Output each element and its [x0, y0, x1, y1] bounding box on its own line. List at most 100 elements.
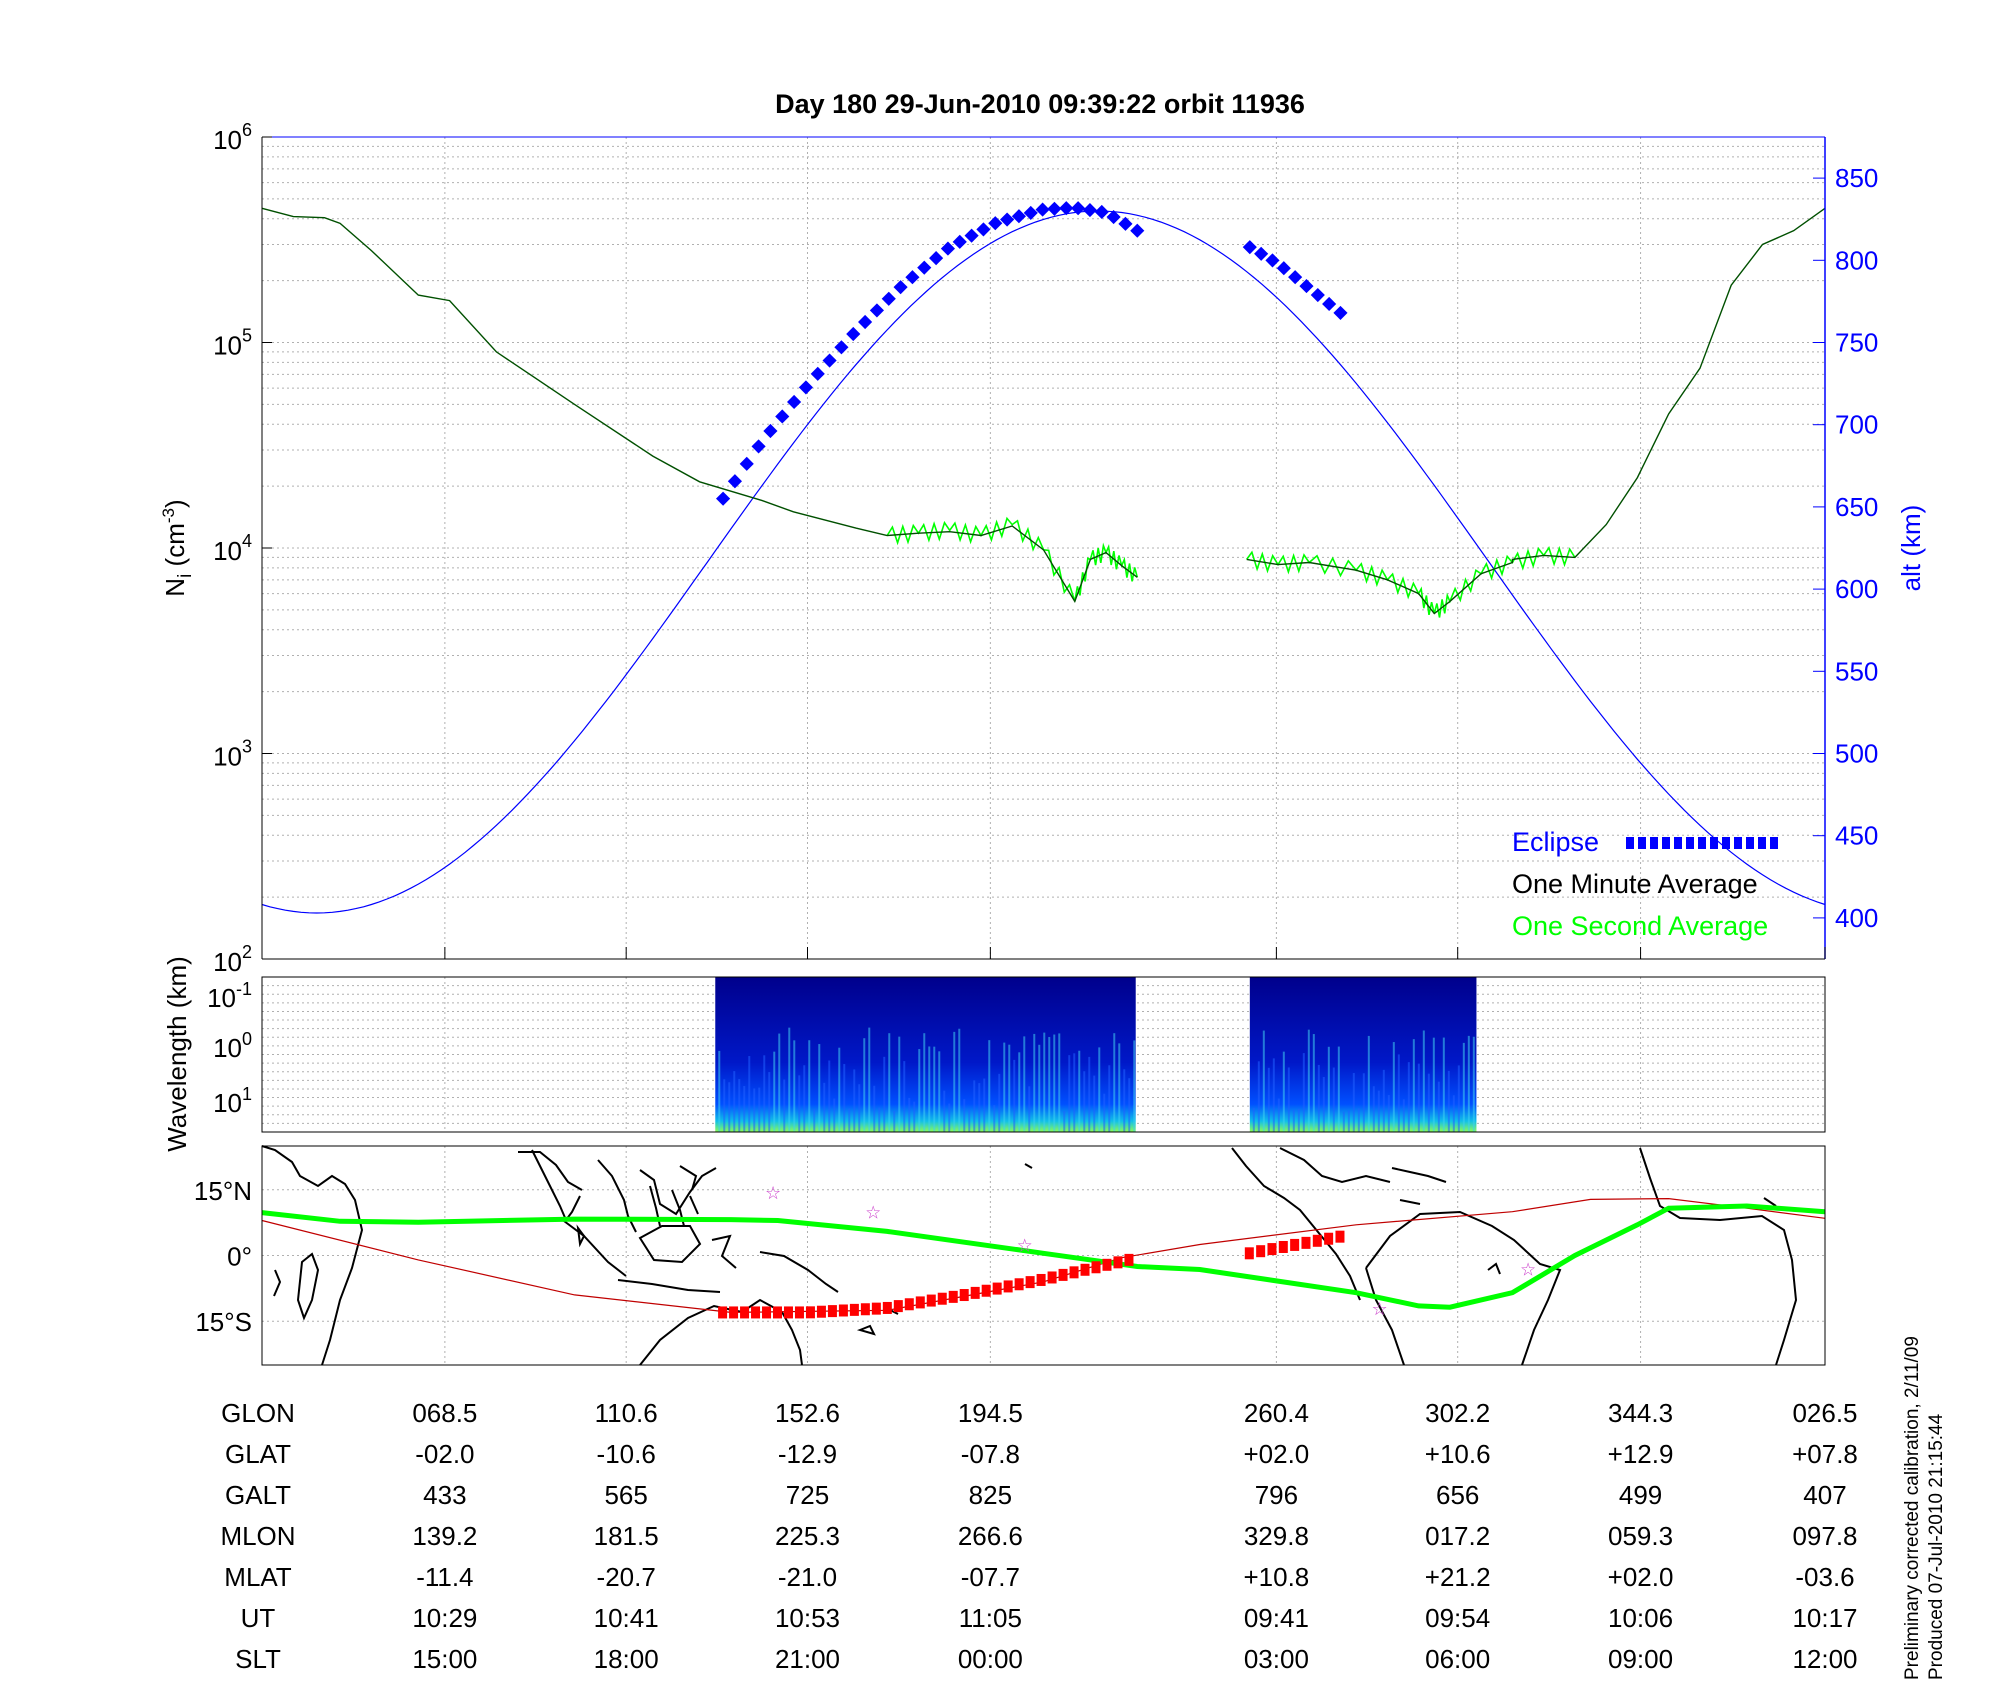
spectrogram-y-axis-label: Wavelength (km) [162, 956, 192, 1152]
table-cell: -07.7 [961, 1562, 1020, 1592]
map-eclipse-marker [948, 1290, 958, 1303]
spectrogram-streak [1008, 1044, 1011, 1132]
spectrogram-streak [748, 1056, 751, 1132]
map-eclipse-marker [1124, 1253, 1134, 1266]
eclipse-marker [988, 216, 1003, 231]
spectrogram-streak [1267, 1067, 1270, 1132]
spectrogram-streak [1337, 1046, 1340, 1132]
map-eclipse-marker [981, 1284, 991, 1297]
orbit-table: GLON 068.5 110.6 152.6 194.5 260.4 302.2 344.3 0… [220, 1398, 1857, 1674]
altitude-tick-label: 800 [1835, 245, 1878, 275]
spectrogram-streak [1038, 1044, 1041, 1132]
spectrogram-streak [788, 1027, 791, 1132]
spectrogram-streak [933, 1046, 936, 1132]
spectrogram-streak [1312, 1034, 1315, 1132]
eclipse-marker [1265, 253, 1280, 268]
footnote-calibration: Preliminary corrected calibration, 2/11/… [1902, 1336, 1923, 1680]
spectrogram-streak [963, 1099, 966, 1132]
map-eclipse-marker [1267, 1243, 1277, 1256]
map-eclipse-marker [1324, 1232, 1334, 1245]
eclipse-marker [810, 366, 825, 381]
spectrogram-streak [1332, 1067, 1335, 1132]
spectrogram-streak [853, 1069, 856, 1132]
spectrogram-streak [1113, 1033, 1116, 1132]
spectrogram-streak [1362, 1073, 1365, 1132]
eclipse-marker [1106, 209, 1121, 225]
eclipse-marker [716, 491, 731, 506]
spectrogram-streak [1118, 1043, 1121, 1132]
density-frame [261, 136, 1826, 960]
map-eclipse-marker [1069, 1266, 1079, 1279]
table-cell: 329.8 [1244, 1521, 1309, 1551]
eclipse-marker [1011, 209, 1027, 224]
spectrogram-tick-labels: 10-1 100 101 [207, 979, 252, 1118]
table-cell: 097.8 [1792, 1521, 1857, 1551]
table-cell: 15:00 [412, 1644, 477, 1674]
spectrogram-streak [1372, 1086, 1375, 1132]
map-eclipse-marker [882, 1301, 892, 1314]
spectrogram-streak [953, 1031, 956, 1132]
spectrogram-streak [873, 1085, 876, 1132]
eclipse-marker [1059, 201, 1074, 216]
second-average-line [1246, 545, 1576, 618]
spectrogram-streak [1352, 1073, 1355, 1132]
density-y-tick-label: 103 [213, 737, 252, 772]
altitude-tick-label: 750 [1835, 328, 1878, 358]
spectrogram-streak [983, 1078, 986, 1132]
map-eclipse-marker [762, 1306, 772, 1319]
table-cell: 260.4 [1244, 1398, 1309, 1428]
spectrogram-streak [1302, 1053, 1305, 1132]
spectrogram-streak [1457, 1065, 1460, 1132]
density-series [261, 201, 1826, 914]
spectrogram-streak [828, 1060, 831, 1132]
spectrogram-streak [1123, 1069, 1126, 1132]
eclipse-marker [1310, 287, 1325, 303]
spectrogram-streak [1128, 1078, 1131, 1132]
legend-eclipse-swatch [1686, 837, 1694, 849]
eclipse-marker [1242, 240, 1257, 255]
spectrogram-streak [908, 1097, 911, 1132]
spectrogram-streak [928, 1046, 931, 1132]
eclipse-marker [727, 474, 742, 489]
map-eclipse-marker [1301, 1236, 1311, 1249]
spectrogram-streak [1272, 1058, 1275, 1132]
table-cell: +02.0 [1608, 1562, 1674, 1592]
table-cell: 09:54 [1425, 1603, 1490, 1633]
spectrogram-streak [738, 1079, 741, 1132]
table-cell: 09:41 [1244, 1603, 1309, 1633]
table-cell: +02.0 [1243, 1439, 1309, 1469]
spectrogram-streak [918, 1049, 921, 1132]
table-cell: 225.3 [775, 1521, 840, 1551]
table-cell: 433 [423, 1480, 466, 1510]
map-eclipse-marker [1080, 1263, 1090, 1276]
table-cell: 10:29 [412, 1603, 477, 1633]
table-row-label: MLAT [224, 1562, 292, 1592]
spectrogram-streak [1462, 1042, 1465, 1132]
eclipse-marker [1333, 305, 1348, 320]
table-cell: 499 [1619, 1480, 1662, 1510]
legend-eclipse-swatch [1746, 837, 1754, 849]
map-eclipse-marker [937, 1292, 947, 1305]
spectrogram-streak [1083, 1071, 1086, 1132]
spectrogram-streak [723, 1079, 726, 1132]
spectrogram-streak [888, 1033, 891, 1132]
spectrogram-streak [938, 1051, 941, 1132]
altitude-tick-label: 650 [1835, 492, 1878, 522]
star-marker: ☆ [765, 1183, 781, 1203]
table-cell: 068.5 [412, 1398, 477, 1428]
map-latitude-label: 15°S [195, 1307, 252, 1337]
spectrogram-streak [768, 1072, 771, 1132]
minute-average-line [1246, 207, 1826, 615]
ground-track-line [261, 1203, 1826, 1310]
eclipse-marker [846, 326, 861, 342]
spectrogram-streak [1347, 1110, 1350, 1132]
spectrogram-streak [798, 1075, 801, 1132]
spectrogram-streak [893, 1110, 896, 1132]
map-panel: ☆ ☆ ☆ ☆ ☆ 15°N 0° 15°S [194, 1145, 1826, 1366]
density-y-tick-label: 104 [213, 531, 252, 566]
map-eclipse-marker [849, 1303, 859, 1316]
spectrogram-streak [1432, 1037, 1435, 1132]
spectrogram-streak [1377, 1090, 1380, 1132]
spectrogram-streak [993, 1105, 996, 1132]
eclipse-marker [905, 270, 920, 285]
